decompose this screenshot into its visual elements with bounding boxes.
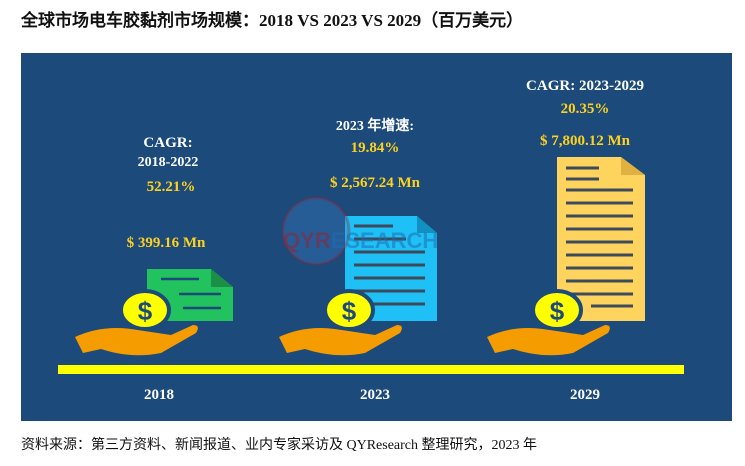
infographic-panel: $ $ $ QYRESEARCH CAGR: 2018-2022 52.21% …	[21, 53, 732, 421]
document-icon-2023	[345, 216, 437, 321]
hand-icon-2023	[279, 325, 402, 356]
year-label-2018: 2018	[144, 387, 174, 403]
watermark-logo-main: QYR	[283, 228, 331, 253]
label-2018-line1: CAGR:	[143, 135, 193, 151]
svg-text:$: $	[138, 296, 153, 326]
growth-2029: 20.35%	[560, 101, 610, 117]
value-2029: $ 7,800.12 Mn	[540, 133, 630, 149]
watermark-logo: QYRESEARCH	[283, 228, 438, 254]
value-2018: $ 399.16 Mn	[126, 235, 206, 251]
growth-2018: 52.21%	[146, 179, 196, 195]
source-footnote: 资料来源：第三方资料、新闻报道、业内专家采访及 QYResearch 整理研究，…	[21, 438, 538, 453]
dollar-coin-icon-2023: $	[323, 289, 375, 331]
svg-text:$: $	[342, 296, 357, 326]
dollar-coin-icon-2018: $	[119, 289, 171, 331]
hand-icon-2029	[487, 325, 610, 356]
year-label-2029: 2029	[570, 387, 600, 403]
label-2018-line2: 2018-2022	[137, 155, 199, 170]
document-icon-2029	[557, 157, 645, 321]
watermark-globe-icon	[281, 196, 351, 266]
growth-2023: 19.84%	[350, 140, 400, 156]
icons-layer: $ $ $	[75, 157, 645, 356]
watermark-logo-rest: ESEARCH	[330, 228, 439, 253]
svg-text:$: $	[550, 296, 565, 326]
label-2029-line1: CAGR: 2023-2029	[526, 78, 644, 94]
timeline-bar	[58, 365, 684, 374]
dollar-coin-icon-2029: $	[531, 289, 583, 331]
value-2023: $ 2,567.24 Mn	[330, 175, 420, 191]
chart-title: 全球市场电车胶黏剂市场规模：2018 VS 2023 VS 2029（百万美元）	[21, 11, 524, 30]
year-label-2023: 2023	[360, 387, 390, 403]
label-2023-line1: 2023 年增速:	[335, 119, 415, 134]
hand-icon-2018	[75, 325, 198, 356]
